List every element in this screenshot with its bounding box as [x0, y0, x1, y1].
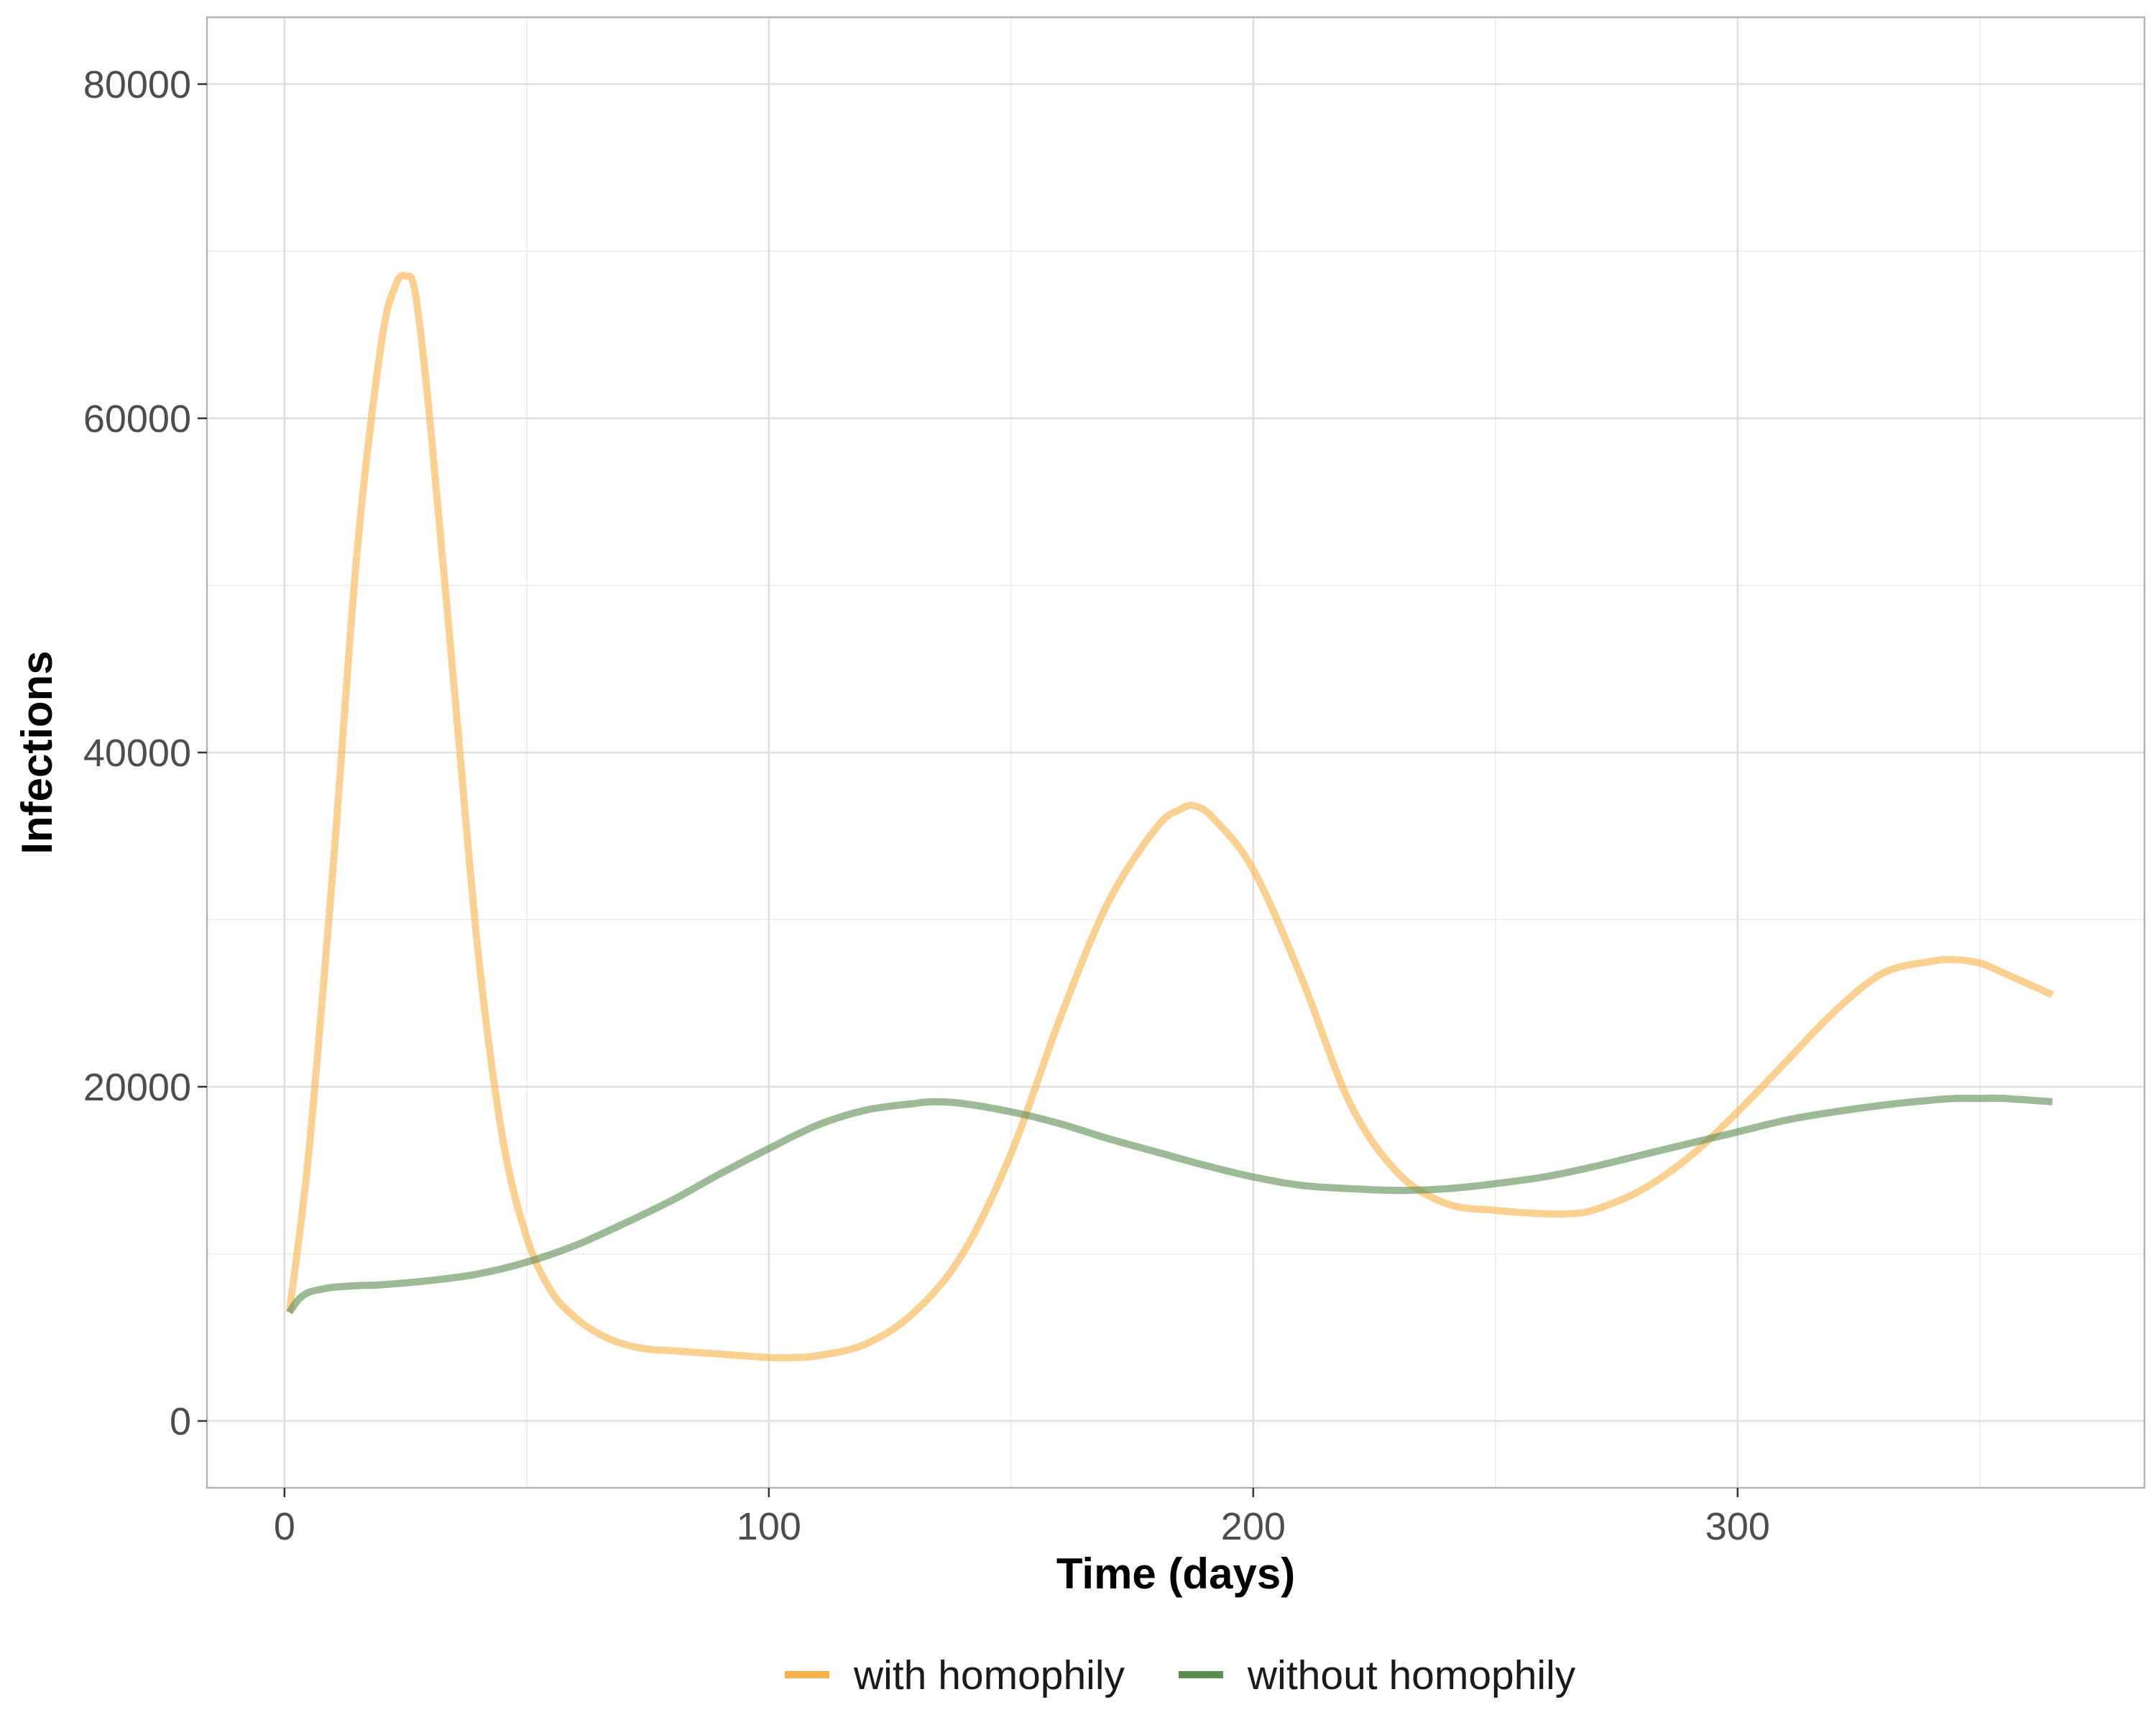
x-tick-label: 300 — [1705, 1505, 1770, 1548]
legend-label: without homophily — [1247, 1652, 1576, 1698]
y-tick-label: 20000 — [83, 1066, 191, 1109]
x-tick-label: 200 — [1221, 1505, 1286, 1548]
series-line-with-homophily — [285, 272, 2054, 1362]
legend-item-with-homophily: with homophily — [785, 1652, 1125, 1698]
x-tick-label: 0 — [274, 1505, 295, 1548]
series-layer — [285, 272, 2054, 1362]
legend: with homophily without homophily — [785, 1652, 1576, 1698]
x-axis-title: Time (days) — [1056, 1550, 1295, 1598]
y-axis-title: Infections — [13, 650, 61, 854]
y-axis-ticks: 0 20000 40000 60000 80000 — [83, 63, 207, 1443]
series-line-without-homophily — [286, 1094, 2053, 1315]
y-tick-label: 60000 — [83, 397, 191, 441]
y-tick-label: 40000 — [83, 732, 191, 775]
legend-item-without-homophily: without homophily — [1179, 1652, 1576, 1698]
x-tick-label: 100 — [737, 1505, 801, 1548]
y-tick-label: 80000 — [83, 63, 191, 106]
x-axis-ticks: 0 100 200 300 — [274, 1488, 1770, 1548]
grid-major — [207, 17, 2145, 1488]
legend-label: with homophily — [853, 1652, 1125, 1698]
y-tick-label: 0 — [170, 1400, 191, 1443]
